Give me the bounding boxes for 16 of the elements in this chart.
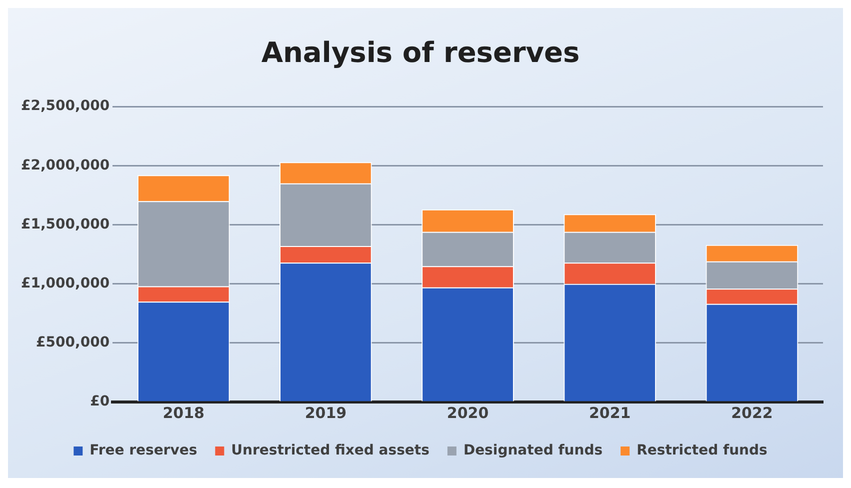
y-tick-label: £500,000 xyxy=(36,334,110,351)
y-tick-label: £0 xyxy=(90,394,110,410)
x-tick-label: 2021 xyxy=(588,404,631,422)
x-tick-label: 2019 xyxy=(304,404,347,422)
legend-label: Restricted funds xyxy=(636,442,768,459)
y-tick-label: £2,500,000 xyxy=(20,98,110,114)
x-tick-label: 2020 xyxy=(446,404,489,422)
y-tick-label: £1,500,000 xyxy=(20,216,110,232)
legend-label: Unrestricted fixed assets xyxy=(231,442,430,459)
chart-title: Analysis of reserves xyxy=(261,36,580,70)
x-tick-label: 2022 xyxy=(731,404,773,422)
x-tick-label: 2018 xyxy=(162,404,204,422)
y-tick-label: £2,000,000 xyxy=(20,157,110,174)
legend-label: Free reserves xyxy=(90,442,198,459)
y-tick-label: £1,000,000 xyxy=(20,275,110,292)
legend-label: Designated funds xyxy=(463,442,603,459)
